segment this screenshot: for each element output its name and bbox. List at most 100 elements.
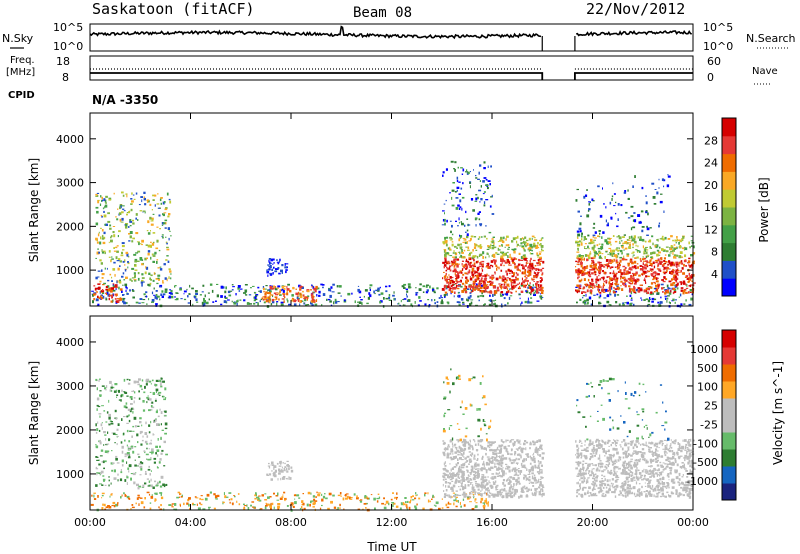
power-pixel bbox=[610, 262, 613, 264]
power-pixel bbox=[109, 295, 112, 297]
velocity-pixel bbox=[98, 429, 101, 432]
velocity-pixel bbox=[489, 468, 491, 470]
power-pixel bbox=[129, 225, 132, 227]
power-pixel bbox=[480, 262, 482, 265]
velocity-pixel bbox=[101, 497, 103, 499]
power-pixel bbox=[483, 201, 486, 205]
velocity-pixel bbox=[100, 470, 104, 474]
velocity-pixel bbox=[194, 496, 197, 498]
date-label: 22/Nov/2012 bbox=[586, 0, 685, 18]
power-colorbar-tick-label: 20 bbox=[704, 179, 718, 192]
power-pixel bbox=[445, 288, 448, 290]
power-pixel bbox=[482, 286, 486, 289]
velocity-pixel bbox=[472, 477, 476, 480]
velocity-pixel bbox=[502, 457, 505, 459]
velocity-pixel bbox=[500, 462, 502, 464]
power-pixel bbox=[477, 288, 481, 291]
velocity-pixel bbox=[469, 492, 471, 495]
velocity-pixel bbox=[466, 441, 469, 444]
power-pixel bbox=[444, 257, 447, 260]
power-pixel bbox=[585, 272, 589, 275]
velocity-pixel bbox=[101, 495, 104, 497]
power-pixel bbox=[590, 289, 593, 293]
power-pixel bbox=[612, 277, 615, 281]
velocity-pixel bbox=[102, 475, 105, 477]
power-pixel bbox=[654, 274, 656, 277]
power-pixel bbox=[102, 207, 104, 210]
power-pixel bbox=[635, 281, 637, 283]
velocity-pixel bbox=[481, 486, 484, 489]
velocity-pixel bbox=[101, 385, 105, 387]
power-pixel bbox=[643, 252, 646, 255]
velocity-pixel bbox=[485, 469, 488, 471]
power-pixel bbox=[584, 254, 588, 257]
power-pixel bbox=[533, 293, 536, 296]
power-pixel bbox=[503, 236, 505, 240]
velocity-pixel bbox=[106, 451, 109, 454]
velocity-pixel bbox=[139, 474, 142, 476]
power-pixel bbox=[224, 290, 227, 294]
power-pixel bbox=[114, 274, 116, 277]
power-pixel bbox=[460, 221, 462, 223]
velocity-pixel bbox=[107, 431, 109, 434]
velocity-pixel bbox=[256, 496, 259, 499]
power-pixel bbox=[158, 249, 161, 252]
velocity-pixel bbox=[517, 439, 519, 441]
power-pixel bbox=[482, 180, 485, 183]
velocity-pixel bbox=[500, 475, 503, 477]
velocity-pixel bbox=[499, 451, 502, 454]
power-pixel bbox=[679, 251, 683, 254]
velocity-pixel bbox=[277, 492, 279, 496]
velocity-pixel bbox=[481, 457, 484, 460]
velocity-pixel bbox=[132, 430, 135, 432]
power-pixel bbox=[609, 284, 611, 288]
power-pixel bbox=[514, 258, 518, 260]
velocity-pixel bbox=[593, 478, 596, 481]
power-pixel bbox=[578, 271, 581, 274]
velocity-pixel bbox=[457, 462, 459, 465]
velocity-pixel bbox=[98, 413, 102, 415]
power-pixel bbox=[513, 263, 516, 266]
velocity-pixel bbox=[343, 508, 345, 510]
velocity-pixel bbox=[469, 440, 471, 443]
velocity-pixel bbox=[150, 484, 153, 488]
velocity-pixel bbox=[148, 448, 150, 450]
power-pixel bbox=[150, 230, 151, 232]
power-pixel bbox=[679, 293, 682, 297]
power-pixel bbox=[454, 262, 456, 266]
power-pixel bbox=[136, 260, 140, 262]
power-pixel bbox=[633, 291, 636, 294]
velocity-pixel bbox=[155, 418, 157, 420]
power-pixel bbox=[147, 220, 150, 224]
power-pixel bbox=[663, 210, 665, 213]
power-pixel bbox=[520, 284, 524, 287]
power-pixel bbox=[632, 275, 634, 277]
velocity-pixel bbox=[653, 460, 655, 462]
power-pixel bbox=[183, 293, 185, 295]
power-pixel bbox=[619, 256, 622, 259]
power-pixel bbox=[497, 241, 499, 243]
power-pixel bbox=[670, 235, 673, 238]
velocity-pixel bbox=[99, 455, 103, 457]
power-pixel bbox=[667, 287, 670, 290]
velocity-pixel bbox=[456, 472, 458, 476]
velocity-pixel bbox=[515, 471, 517, 474]
power-pixel bbox=[95, 298, 99, 302]
power-pixel bbox=[653, 203, 657, 205]
power-pixel bbox=[615, 281, 618, 284]
power-pixel bbox=[621, 253, 623, 255]
power-pixel bbox=[672, 269, 675, 271]
velocity-pixel bbox=[100, 449, 104, 452]
power-pixel bbox=[266, 297, 268, 299]
velocity-pixel bbox=[299, 507, 302, 510]
power-pixel bbox=[278, 298, 280, 301]
power-pixel bbox=[675, 280, 678, 283]
power-pixel bbox=[454, 245, 457, 248]
velocity-pixel bbox=[132, 472, 136, 476]
velocity-pixel bbox=[406, 508, 408, 511]
power-pixel bbox=[259, 290, 262, 293]
power-pixel bbox=[623, 258, 626, 261]
velocity-pixel bbox=[532, 494, 535, 496]
velocity-pixel bbox=[113, 390, 117, 393]
velocity-pixel bbox=[155, 452, 157, 455]
